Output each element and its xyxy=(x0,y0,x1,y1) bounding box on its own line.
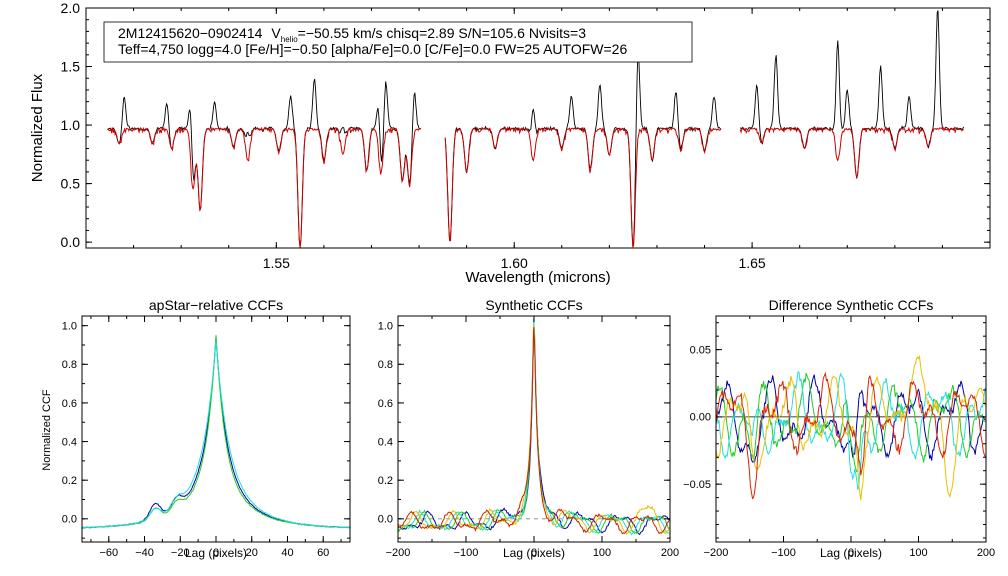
y-tick-label: 0.8 xyxy=(62,359,77,371)
x-tick-label: 1.65 xyxy=(738,255,765,271)
annotation-line-1: 2M12415620−0902414 Vhelio=−50.55 km/s chi… xyxy=(118,25,586,44)
x-tick-label: 60 xyxy=(317,547,329,559)
x-tick-label: 100 xyxy=(909,547,927,559)
difference-ccf-visit-2 xyxy=(715,373,986,473)
y-tick-label: 0.2 xyxy=(62,475,77,487)
x-tick-label: 0 xyxy=(848,547,854,559)
synthetic-ccf-frame xyxy=(397,315,671,543)
synthetic-ccf-title: Synthetic CCFs xyxy=(485,297,582,313)
spectrum-observed-chip-1 xyxy=(107,78,422,247)
spectrum-model-chip-2 xyxy=(444,126,722,248)
x-tick-label: −100 xyxy=(771,547,796,559)
spectrum-observed-chip-3 xyxy=(739,10,965,179)
x-tick-label: −100 xyxy=(454,547,479,559)
y-tick-label: −0.05 xyxy=(683,479,711,491)
synthetic-ccf-visit-1 xyxy=(397,328,670,536)
difference-ccf-xlabel: Lag (pixels) xyxy=(820,546,882,560)
apstar-ccf-visit-3 xyxy=(81,340,351,529)
y-tick-label: 0.00 xyxy=(690,412,711,424)
x-tick-label: 200 xyxy=(977,547,995,559)
apstar-ccf-frame xyxy=(81,315,351,543)
difference-ccf-title: Difference Synthetic CCFs xyxy=(769,297,934,313)
x-tick-label: 40 xyxy=(281,547,293,559)
synthetic-ccf-curves xyxy=(397,318,670,536)
apstar-ccf-ticks: −60 −40 −20 0 20 40 60 0.0 0.2 0.4 0.6 0.8 1.0 xyxy=(62,316,350,559)
y-tick-label: 0.0 xyxy=(62,514,77,526)
apstar-ccf-title: apStar−relative CCFs xyxy=(149,297,283,313)
x-tick-label: 1.60 xyxy=(501,255,528,271)
y-tick-label: 1.0 xyxy=(62,321,77,333)
spectrum-observed-chip-2 xyxy=(444,53,722,246)
spectrum-ylabel: Normalized Flux xyxy=(29,73,46,182)
x-tick-label: 1.55 xyxy=(263,255,290,271)
spectrum-xlabel: Wavelength (microns) xyxy=(465,269,610,286)
difference-ccf-visit-1 xyxy=(716,374,986,464)
y-tick-label: 0.4 xyxy=(62,436,77,448)
y-tick-label: 0.0 xyxy=(378,514,393,526)
apstar-ccf-panel: −60 −40 −20 0 20 40 60 0.0 0.2 0.4 0.6 0.8 1.0 apSta… xyxy=(41,297,351,560)
y-tick-label: 2.0 xyxy=(61,0,81,16)
y-tick-label: 0.8 xyxy=(378,359,393,371)
synthetic-ccf-ticks: −200 −100 0 100 200 0.0 0.2 0.4 0.6 0.8 1.0 xyxy=(378,316,679,559)
y-tick-label: 1.0 xyxy=(378,321,393,333)
x-tick-label: −60 xyxy=(99,547,118,559)
x-tick-label: 100 xyxy=(593,547,611,559)
difference-ccf-visit-5 xyxy=(715,371,986,500)
apstar-ccf-xlabel: Lag (pixels) xyxy=(185,546,247,560)
y-tick-label: 0.05 xyxy=(690,344,711,356)
x-tick-label: 200 xyxy=(661,547,679,559)
x-tick-label: −20 xyxy=(171,547,190,559)
spectrum-model-chip-1 xyxy=(107,126,422,248)
y-tick-label: 0.2 xyxy=(378,475,393,487)
y-tick-label: 0.6 xyxy=(62,398,77,410)
y-tick-label: 0.6 xyxy=(378,398,393,410)
x-tick-label: −200 xyxy=(704,547,729,559)
difference-ccf-panel: −200 −100 0 100 200 0.05 0.00 −0.05 Difference … xyxy=(683,297,995,560)
spectrum-frame xyxy=(85,7,991,249)
synthetic-ccf-visit-4 xyxy=(397,323,670,535)
x-tick-label: −200 xyxy=(386,547,411,559)
apstar-ccf-curves xyxy=(81,335,351,529)
difference-ccf-ticks: −200 −100 0 100 200 0.05 0.00 −0.05 xyxy=(683,316,995,559)
y-tick-label: 1.0 xyxy=(61,117,81,133)
apstar-ccf-visit-2 xyxy=(82,335,350,529)
annotation-line-2: Teff=4,750 logg=4.0 [Fe/H]=−0.50 [alpha/… xyxy=(118,41,627,57)
synthetic-ccf-combined xyxy=(397,327,670,535)
spectrum-panel: 1.55 1.60 1.65 0.0 0.5 1.0 1.5 2.0 2M12415620−0… xyxy=(29,0,991,286)
y-tick-label: 1.5 xyxy=(61,58,81,74)
x-tick-label: 0 xyxy=(213,547,219,559)
y-tick-label: 0.5 xyxy=(61,176,81,192)
annotation-box xyxy=(103,21,693,63)
x-tick-label: 0 xyxy=(531,547,537,559)
synthetic-ccf-panel: −200 −100 0 100 200 0.0 0.2 0.4 0.6 0.8 1.0 Synthe… xyxy=(378,297,679,560)
y-tick-label: 0.4 xyxy=(378,436,393,448)
spectrum-ticks: 1.55 1.60 1.65 0.0 0.5 1.0 1.5 2.0 xyxy=(61,0,990,271)
difference-ccf-visit-3 xyxy=(715,371,986,490)
synthetic-ccf-xlabel: Lag (pixels) xyxy=(503,546,565,560)
x-tick-label: 20 xyxy=(246,547,258,559)
difference-ccf-visit-4 xyxy=(715,354,986,501)
y-tick-label: 0.0 xyxy=(61,234,81,250)
apstar-ccf-visit-1 xyxy=(81,337,351,529)
x-tick-label: −40 xyxy=(135,547,154,559)
difference-ccf-curves xyxy=(715,354,986,501)
spectrum-model-chip-3 xyxy=(739,126,964,180)
spectrum-curves xyxy=(107,10,965,248)
apstar-ccf-ylabel: Normalized CCF xyxy=(41,389,53,471)
